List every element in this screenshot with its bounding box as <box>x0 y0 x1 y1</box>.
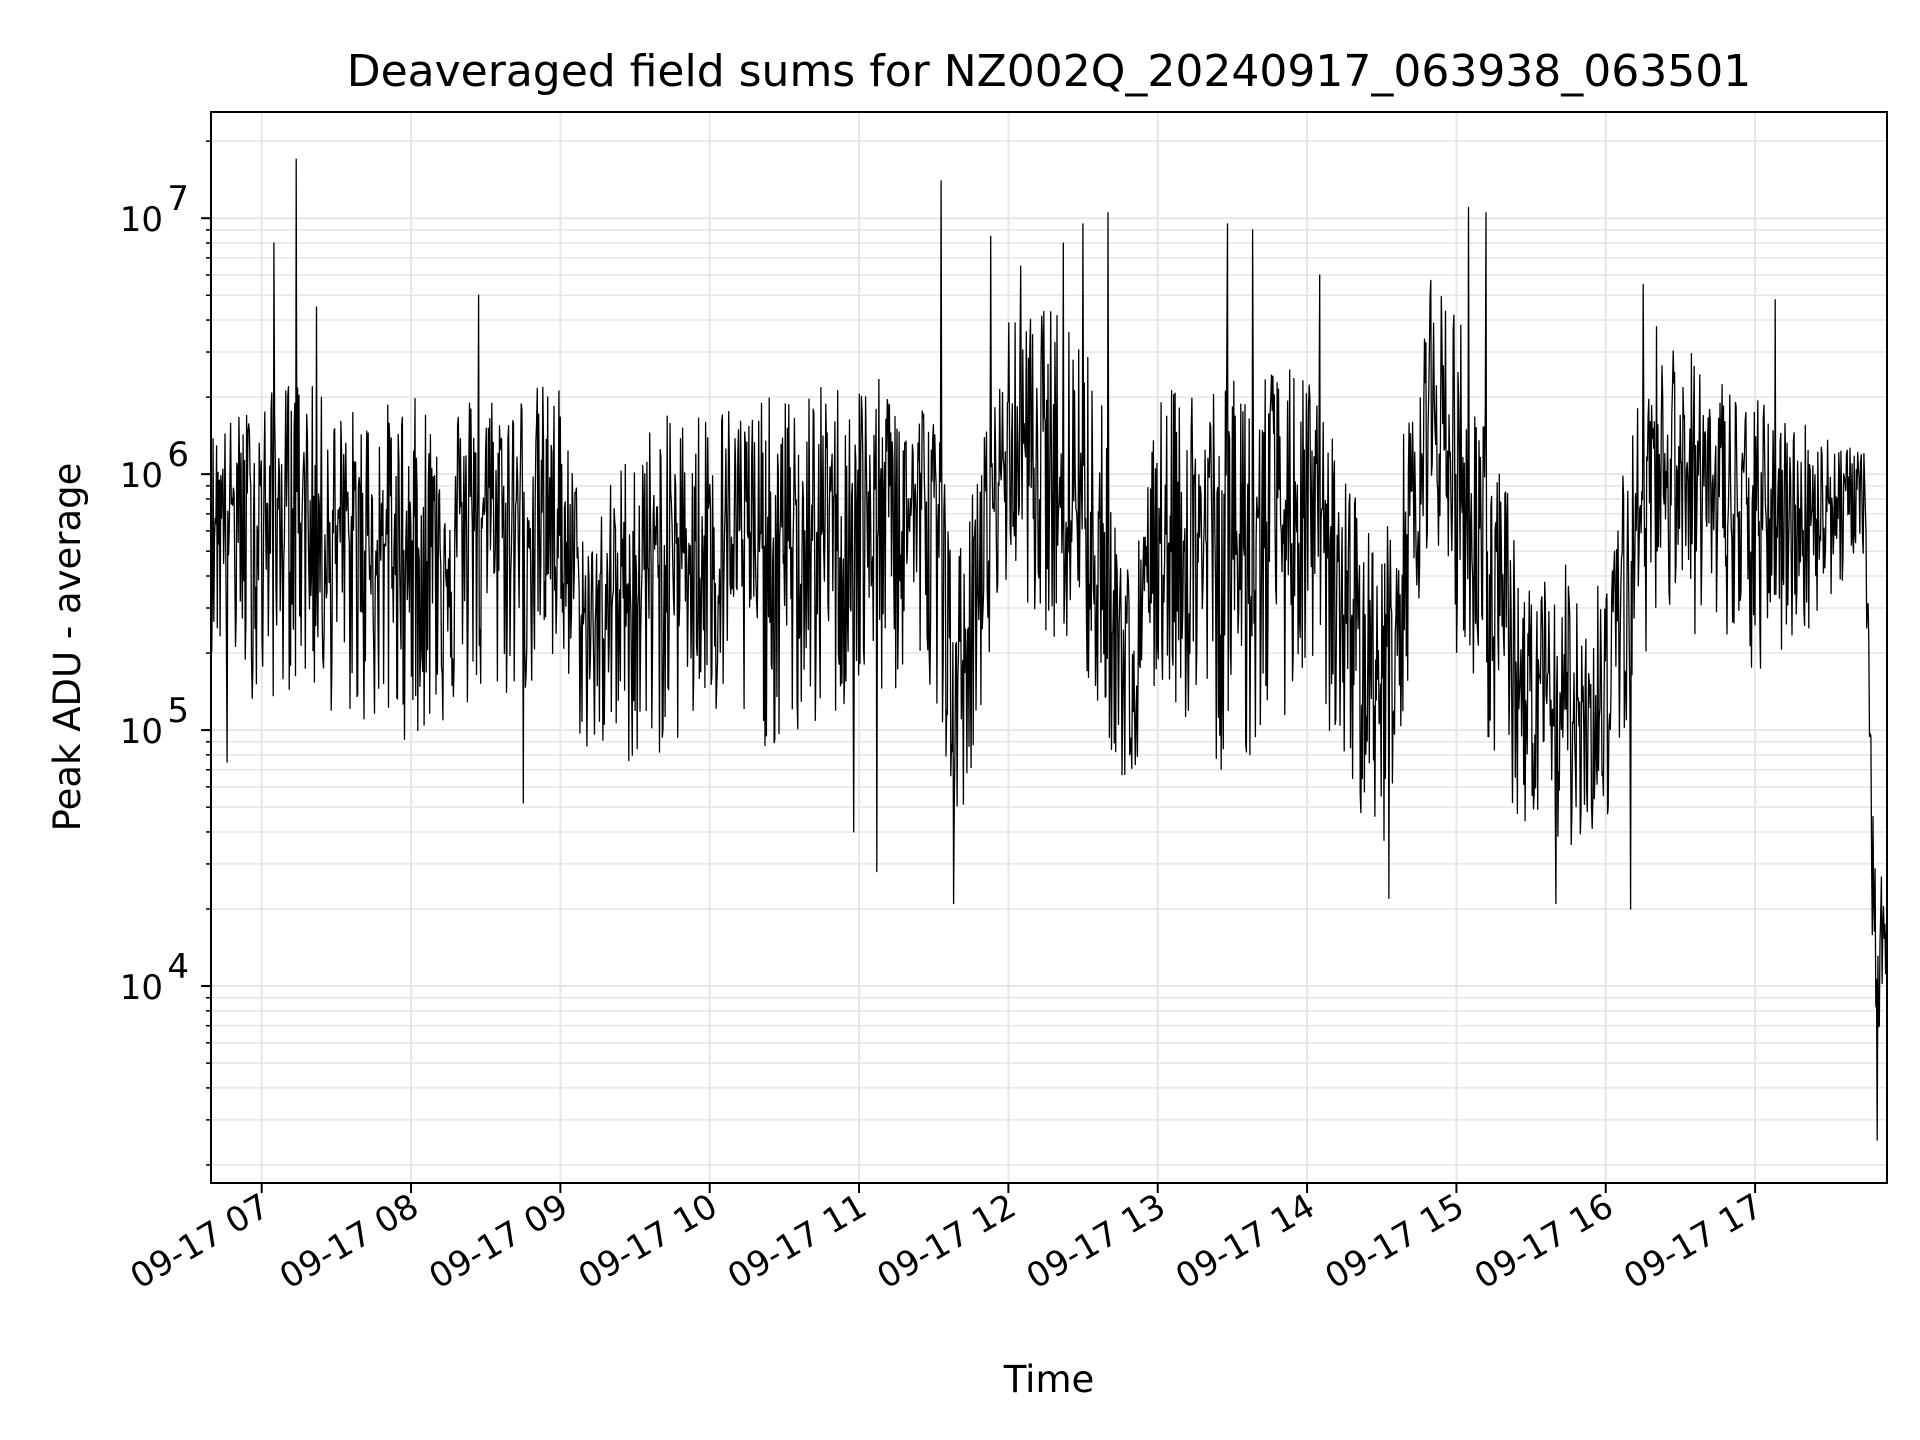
y-tick-label: 10 <box>120 712 163 752</box>
y-tick-exponent: 6 <box>167 435 189 475</box>
y-tick-exponent: 5 <box>167 691 189 731</box>
y-tick-label: 10 <box>120 456 163 496</box>
y-axis-title: Peak ADU - average <box>46 463 89 832</box>
series-layer <box>210 158 1888 1141</box>
x-axis-title: Time <box>1003 1358 1095 1401</box>
y-tick-exponent: 4 <box>167 947 189 987</box>
chart-title: Deaveraged field sums for NZ002Q_2024091… <box>347 46 1752 97</box>
series-line <box>210 158 1888 1141</box>
y-tick-label: 10 <box>120 200 163 240</box>
y-tick-label: 10 <box>120 968 163 1008</box>
plot-frame <box>210 111 1888 1184</box>
y-tick-exponent: 7 <box>167 179 189 219</box>
